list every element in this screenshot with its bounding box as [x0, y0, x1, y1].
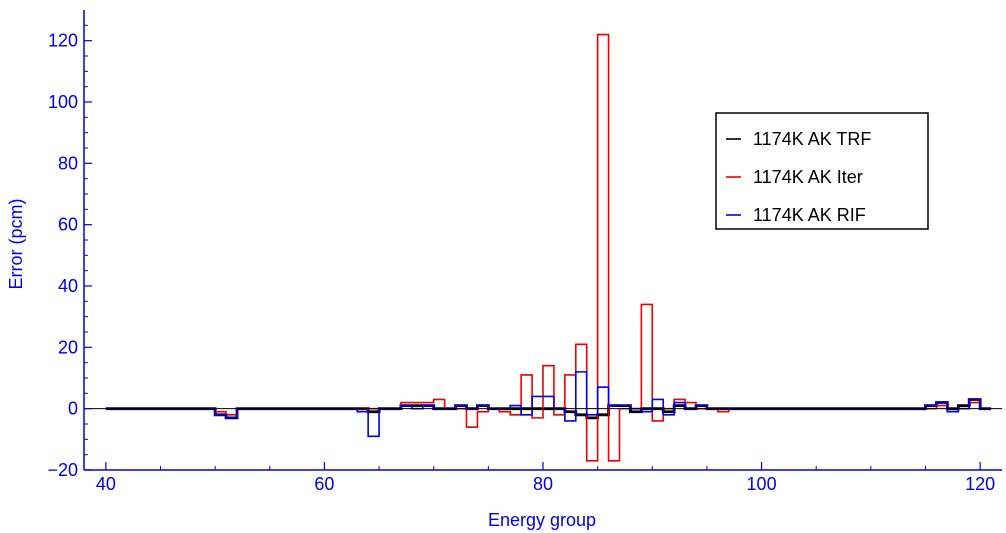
- axes-layer: 40 60 80 100 120 −20 0 20 40 60 80 100 120: [47, 10, 1002, 494]
- x-tick-label: 120: [965, 474, 995, 494]
- legend-label: 1174K AK Iter: [753, 167, 863, 187]
- series-layer: [106, 35, 991, 461]
- legend-label: 1174K AK TRF: [753, 129, 871, 149]
- y-tick-label: 20: [58, 337, 78, 357]
- legend: 1174K AK TRF 1174K AK Iter 1174K AK RIF: [716, 113, 928, 229]
- x-axis-title: Energy group: [488, 510, 596, 530]
- legend-label: 1174K AK RIF: [753, 205, 866, 225]
- x-tick-label: 60: [314, 474, 334, 494]
- y-tick-label: 120: [48, 31, 78, 51]
- y-tick-label: 0: [68, 399, 78, 419]
- x-tick-label: 80: [533, 474, 553, 494]
- y-tick-label: −20: [47, 460, 78, 480]
- y-tick-label: 60: [58, 215, 78, 235]
- x-tick-label: 100: [747, 474, 777, 494]
- y-axis-title: Error (pcm): [6, 199, 26, 290]
- series-line: [106, 372, 991, 436]
- y-tick-label: 80: [58, 153, 78, 173]
- y-tick-label: 40: [58, 276, 78, 296]
- x-tick-label: 40: [96, 474, 116, 494]
- y-tick-label: 100: [48, 92, 78, 112]
